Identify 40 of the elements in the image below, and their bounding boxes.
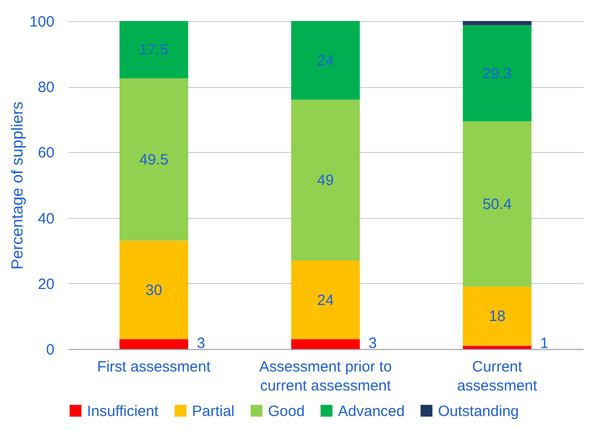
bar [120,78,188,241]
bar [462,346,532,349]
data-label: 1 [540,335,549,352]
y-axis-title: Percentage of suppliers [9,101,26,270]
bar [291,260,360,340]
y-tick-label: 80 [38,79,54,96]
legend-label: Partial [192,402,235,420]
legend-label: Advanced [338,402,405,420]
legend-label: Outstanding [438,402,519,420]
bar [462,25,532,122]
bar [462,286,532,346]
data-label: 50.4 [482,196,512,214]
data-label: 29.3 [482,65,512,82]
y-tick-label: 40 [38,210,54,228]
y-tick-label: 0 [46,342,54,358]
data-label: 17.5 [139,42,168,59]
data-label: 3 [196,335,206,352]
y-tick-label: 20 [38,276,54,293]
data-label: 49 [317,172,334,190]
data-label: 49.5 [139,152,168,169]
data-label: 24 [317,292,334,309]
data-label: 3 [368,335,377,352]
bar [120,240,188,340]
bar [291,339,360,349]
legend-label: Insufficient [87,402,160,420]
x-tick-label: First assessment [97,358,212,376]
bar [120,339,188,349]
x-tick-label: Assessment prior to current assessment [259,358,392,394]
bar [291,100,360,260]
bar [462,121,532,287]
x-tick-label: Current assessment [457,358,538,394]
y-tick-label: 60 [38,144,54,162]
data-label: 24 [317,52,334,70]
y-tick-label: 100 [29,14,54,30]
bar [120,21,188,78]
legend-label: Good [268,402,305,420]
data-label: 30 [145,282,162,299]
data-label: 18 [488,308,506,326]
bar [462,21,532,26]
bar [291,21,360,100]
